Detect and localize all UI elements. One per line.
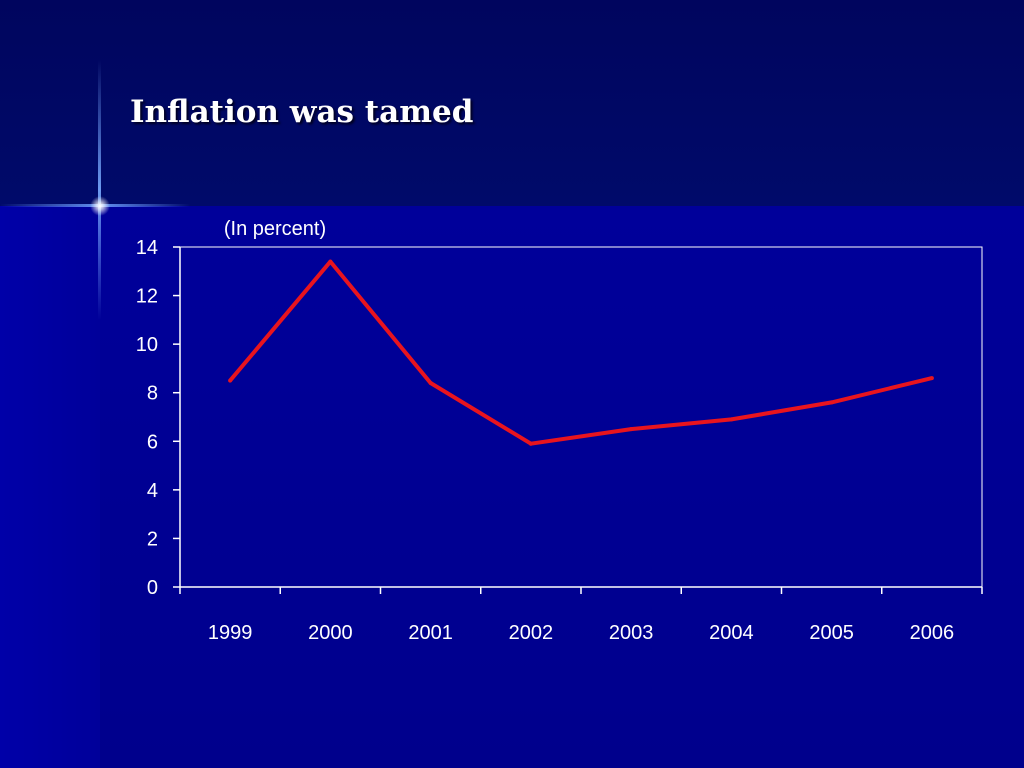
data-point	[428, 381, 433, 385]
main-background-band	[100, 206, 1024, 768]
left-background-band	[0, 206, 100, 768]
y-tick-label: 0	[147, 577, 158, 599]
data-point	[328, 259, 333, 264]
chart-subtitle: (In percent)	[224, 218, 326, 240]
data-point	[729, 417, 734, 422]
x-tick-label: 2005	[809, 622, 854, 644]
y-tick-label: 2	[147, 528, 158, 550]
series-layer	[228, 259, 934, 446]
star-glint-vertical	[98, 60, 101, 320]
x-tick-label: 2000	[308, 622, 353, 644]
x-tick-label: 2003	[609, 622, 654, 644]
data-point	[929, 376, 934, 381]
y-tick-label: 10	[136, 334, 158, 356]
y-tick-label: 14	[136, 237, 158, 259]
y-tick-label: 4	[147, 480, 158, 502]
x-tick-label: 1999	[208, 622, 253, 644]
data-point	[528, 441, 533, 446]
y-axis-ticks: 0 2 4 6 8 10 12 14	[136, 237, 180, 599]
x-tick-label: 2004	[709, 622, 754, 644]
star-glint-icon	[90, 196, 110, 216]
x-tick-label: 2001	[408, 622, 453, 644]
y-tick-label: 12	[136, 286, 158, 308]
y-tick-label: 8	[147, 383, 158, 405]
data-point	[829, 400, 834, 405]
data-point	[629, 427, 634, 432]
x-axis-ticks: 1999 2000 2001 2002 2003 2004 2005 2006	[179, 587, 983, 644]
slide-title: Inflation was tamed	[130, 94, 474, 130]
inflation-series-line	[228, 259, 933, 446]
x-tick-label: 2002	[509, 622, 554, 644]
data-point	[228, 378, 233, 383]
x-tick-label: 2006	[910, 622, 955, 644]
y-tick-label: 6	[147, 431, 158, 453]
top-background-band	[0, 0, 1024, 206]
